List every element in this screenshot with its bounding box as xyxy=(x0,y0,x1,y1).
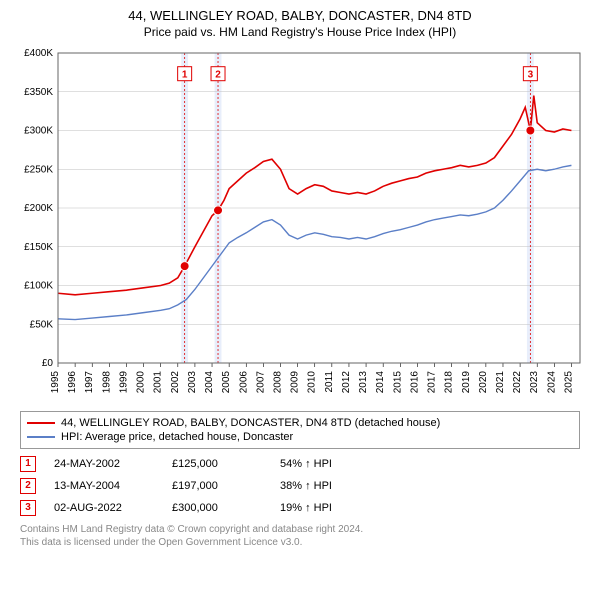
sale-marker: 3 xyxy=(20,500,36,516)
svg-text:2009: 2009 xyxy=(290,370,301,393)
legend-item: HPI: Average price, detached house, Donc… xyxy=(27,430,573,444)
svg-text:2003: 2003 xyxy=(187,370,198,393)
svg-text:2013: 2013 xyxy=(358,370,369,393)
svg-text:1995: 1995 xyxy=(50,370,61,393)
svg-text:£300K: £300K xyxy=(24,125,53,136)
legend-label: 44, WELLINGLEY ROAD, BALBY, DONCASTER, D… xyxy=(61,417,440,429)
svg-text:2020: 2020 xyxy=(478,370,489,393)
svg-text:2001: 2001 xyxy=(153,370,164,393)
footer-line1: Contains HM Land Registry data © Crown c… xyxy=(20,523,580,536)
svg-text:2: 2 xyxy=(215,70,221,81)
svg-text:£50K: £50K xyxy=(30,319,54,330)
sale-hpi-delta: 38% ↑ HPI xyxy=(280,480,380,492)
svg-text:£250K: £250K xyxy=(24,164,53,175)
sale-row: 1 24-MAY-2002 £125,000 54% ↑ HPI xyxy=(20,453,580,475)
svg-text:2023: 2023 xyxy=(529,370,540,393)
chart-title-line2: Price paid vs. HM Land Registry's House … xyxy=(10,25,590,39)
svg-text:2025: 2025 xyxy=(563,370,574,393)
svg-text:1996: 1996 xyxy=(67,370,78,393)
svg-text:1999: 1999 xyxy=(118,370,129,393)
svg-text:2021: 2021 xyxy=(495,370,506,393)
sale-marker: 1 xyxy=(20,456,36,472)
svg-text:2008: 2008 xyxy=(272,370,283,393)
sale-marker: 2 xyxy=(20,478,36,494)
svg-text:2024: 2024 xyxy=(546,370,557,393)
sale-date: 02-AUG-2022 xyxy=(54,502,154,514)
svg-text:2019: 2019 xyxy=(461,370,472,393)
svg-text:2012: 2012 xyxy=(341,370,352,393)
svg-text:2016: 2016 xyxy=(409,370,420,393)
price-chart: £0 £50K £100K £150K £200K £250K £300K £350K £400… xyxy=(10,45,590,405)
svg-text:2015: 2015 xyxy=(392,370,403,393)
footer-line2: This data is licensed under the Open Gov… xyxy=(20,536,580,549)
sale-date: 24-MAY-2002 xyxy=(54,458,154,470)
legend-swatch xyxy=(27,422,55,424)
legend: 44, WELLINGLEY ROAD, BALBY, DONCASTER, D… xyxy=(20,411,580,449)
sale-row: 2 13-MAY-2004 £197,000 38% ↑ HPI xyxy=(20,475,580,497)
sale-price: £125,000 xyxy=(172,458,262,470)
svg-text:1: 1 xyxy=(182,70,188,81)
sale-row: 3 02-AUG-2022 £300,000 19% ↑ HPI xyxy=(20,497,580,519)
svg-text:2004: 2004 xyxy=(204,370,215,393)
sale-date: 13-MAY-2004 xyxy=(54,480,154,492)
sales-table: 1 24-MAY-2002 £125,000 54% ↑ HPI 2 13-MAY-200… xyxy=(20,453,580,519)
svg-text:2002: 2002 xyxy=(170,370,181,393)
legend-swatch xyxy=(27,436,55,438)
svg-text:2010: 2010 xyxy=(307,370,318,393)
svg-text:1997: 1997 xyxy=(84,370,95,393)
svg-text:£0: £0 xyxy=(42,358,54,369)
svg-text:2007: 2007 xyxy=(255,370,266,393)
chart-title-line1: 44, WELLINGLEY ROAD, BALBY, DONCASTER, D… xyxy=(10,8,590,25)
sale-price: £197,000 xyxy=(172,480,262,492)
sale-price: £300,000 xyxy=(172,502,262,514)
svg-text:2017: 2017 xyxy=(427,370,438,393)
svg-text:£100K: £100K xyxy=(24,280,53,291)
svg-text:2006: 2006 xyxy=(238,370,249,393)
svg-text:£200K: £200K xyxy=(24,203,53,214)
sale-hpi-delta: 19% ↑ HPI xyxy=(280,502,380,514)
svg-text:2022: 2022 xyxy=(512,370,523,393)
svg-text:2005: 2005 xyxy=(221,370,232,393)
svg-text:3: 3 xyxy=(528,70,534,81)
svg-text:1998: 1998 xyxy=(101,370,112,393)
sale-hpi-delta: 54% ↑ HPI xyxy=(280,458,380,470)
svg-text:2011: 2011 xyxy=(324,370,335,392)
legend-item: 44, WELLINGLEY ROAD, BALBY, DONCASTER, D… xyxy=(27,416,573,430)
svg-text:£350K: £350K xyxy=(24,87,53,98)
svg-text:£400K: £400K xyxy=(24,48,53,59)
svg-text:2018: 2018 xyxy=(444,370,455,393)
svg-text:2000: 2000 xyxy=(136,370,147,393)
svg-text:£150K: £150K xyxy=(24,242,53,253)
footer-attribution: Contains HM Land Registry data © Crown c… xyxy=(20,523,580,549)
svg-text:2014: 2014 xyxy=(375,370,386,393)
legend-label: HPI: Average price, detached house, Donc… xyxy=(61,431,293,443)
